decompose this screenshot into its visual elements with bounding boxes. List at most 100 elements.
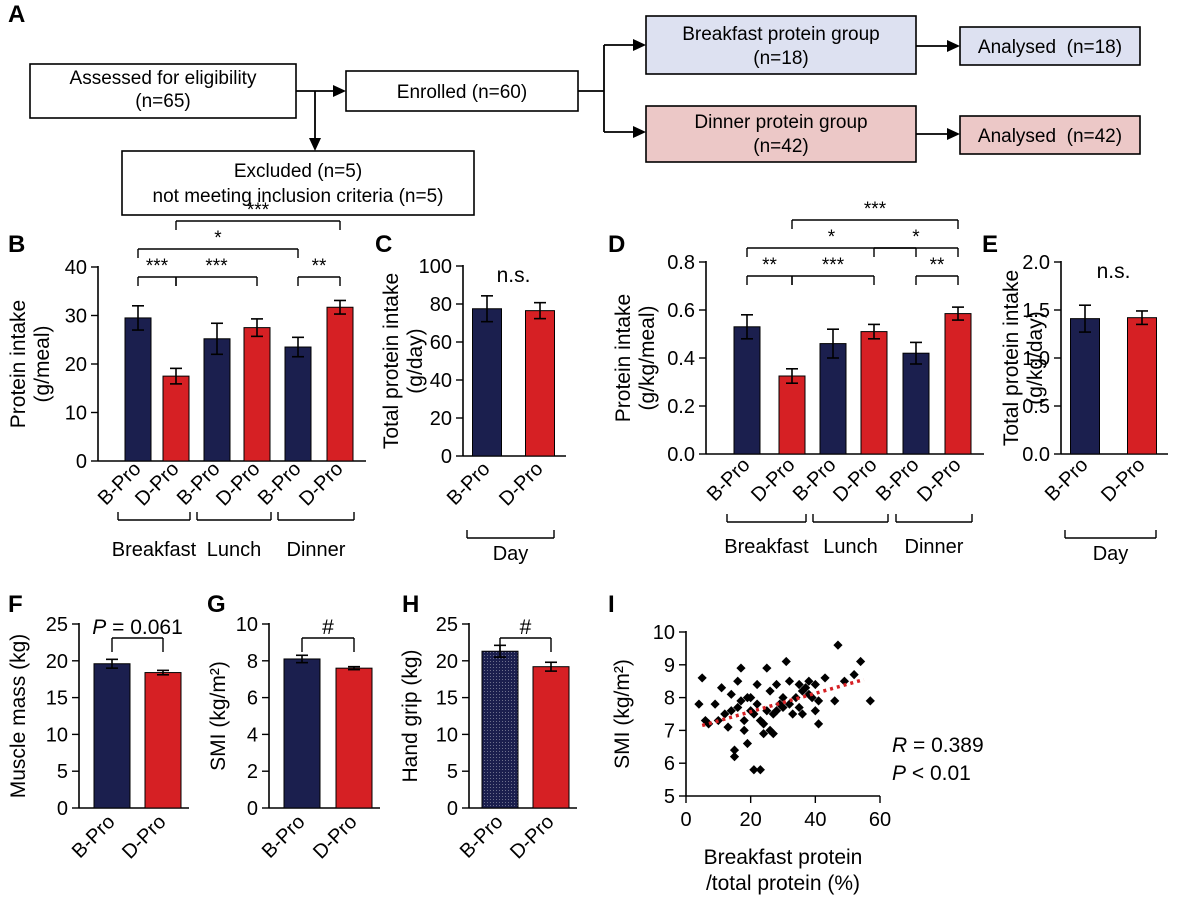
y-tick-label: 6 <box>664 753 675 775</box>
y-axis-label: Muscle mass (kg) <box>7 634 30 799</box>
scatter-point <box>759 719 769 729</box>
panel-label-e: E <box>982 231 998 258</box>
scatter-point <box>794 702 804 713</box>
bar-d-pro <box>860 331 888 455</box>
category-label: B-Pro <box>789 454 841 506</box>
arrowhead-enrolled <box>333 85 346 97</box>
y-tick-label: 25 <box>436 614 458 636</box>
bar-b-pro <box>124 317 152 462</box>
y-tick-label: 7 <box>664 720 675 742</box>
y-tick-label: 0.0 <box>667 444 695 466</box>
bar-d-pro <box>326 306 354 462</box>
scatter-point <box>742 738 753 749</box>
x-tick-label: 0 <box>680 809 691 831</box>
category-label: D-Pro <box>212 458 264 510</box>
scatter-point <box>801 683 811 693</box>
bar-b-pro <box>481 650 519 809</box>
assessed-line2: (n=65) <box>135 91 190 112</box>
scatter-point <box>768 709 778 719</box>
bar-d-pro <box>162 375 190 462</box>
scatter-point <box>771 679 782 690</box>
category-label: B-Pro <box>872 454 924 506</box>
scatter-point <box>788 709 798 719</box>
y-axis-label: Total protein intake <box>1000 270 1023 446</box>
scatter-point <box>804 689 814 699</box>
y-tick-label: 8 <box>247 651 258 673</box>
y-tick-label: 0.2 <box>667 396 695 418</box>
scatter-point <box>733 676 743 686</box>
scatter-point <box>723 722 733 732</box>
category-label: D-Pro <box>506 811 558 863</box>
trend-line <box>701 677 865 728</box>
bar-b-pro <box>819 343 847 455</box>
dinner-group-line2: (n=42) <box>753 136 808 157</box>
bar-d-pro <box>532 666 570 809</box>
scatter-point <box>794 679 804 690</box>
significance-label: *** <box>247 200 270 221</box>
y-tick-label: 10 <box>65 403 87 425</box>
category-label: D-Pro <box>495 458 547 510</box>
significance-label: ** <box>312 256 327 277</box>
category-label: D-Pro <box>118 811 170 863</box>
y-tick-label: 6 <box>247 688 258 710</box>
category-label: B-Pro <box>456 811 508 863</box>
category-label: B-Pro <box>173 458 225 510</box>
y-tick-label: 2.0 <box>1022 252 1050 274</box>
bar-b-pro <box>733 326 761 455</box>
y-tick-label: 0 <box>441 446 452 468</box>
analysed-dinner-box <box>959 115 1141 155</box>
y-tick-label: 40 <box>65 257 87 279</box>
assessed-box <box>29 63 297 119</box>
bar-b-pro <box>283 658 321 809</box>
scatter-point <box>797 709 807 719</box>
scatter-point <box>710 699 720 709</box>
y-tick-label: 20 <box>65 354 87 376</box>
bar-d-pro <box>525 310 555 457</box>
y-axis-label: SMI (kg/m²) <box>207 661 230 771</box>
r-annotation: R = 0.389 <box>892 734 984 757</box>
scatter-point <box>746 693 756 703</box>
y-tick-label: 1.0 <box>1022 348 1050 370</box>
y-tick-label: 10 <box>236 614 258 636</box>
y-axis-label: Protein intake <box>7 300 30 428</box>
y-axis-label: (g/kg/meal) <box>636 305 659 410</box>
panel-label-h: H <box>402 591 419 618</box>
scatter-point <box>739 715 749 726</box>
ns-annotation: n.s. <box>1097 260 1131 283</box>
significance-label: *** <box>146 256 169 277</box>
significance-label: * <box>214 228 222 249</box>
bar-d-pro <box>243 327 271 462</box>
category-label: D-Pro <box>829 454 881 506</box>
category-label: B-Pro <box>254 458 306 510</box>
y-tick-label: 0.5 <box>1022 396 1050 418</box>
x-axis-label: /total protein (%) <box>706 872 860 895</box>
y-tick-label: 0 <box>76 451 87 473</box>
scatter-point <box>784 699 795 709</box>
scatter-point <box>768 729 778 739</box>
group-label: Day <box>1093 543 1129 565</box>
significance-label: *** <box>822 255 845 276</box>
y-tick-label: 10 <box>46 724 68 746</box>
category-label: D-Pro <box>131 458 183 510</box>
y-tick-label: 0 <box>247 798 258 820</box>
chart-panel-d: 0.0 0.2 0.4 0.6 0.8 Protein intake (g/kg/meal)… <box>612 199 984 558</box>
y-axis-label: Protein intake <box>612 294 635 422</box>
scatter-point <box>720 709 730 719</box>
scatter-point <box>697 673 707 683</box>
scatter-point <box>865 696 875 706</box>
x-tick-label: 20 <box>740 809 762 831</box>
arrowhead-analysed-breakfast <box>947 40 960 52</box>
y-axis-label: SMI (kg/m²) <box>611 659 634 769</box>
scatter-point <box>775 699 785 709</box>
y-tick-label: 0.8 <box>667 252 695 274</box>
ns-annotation: n.s. <box>497 264 531 287</box>
y-axis-label: Total protein intake <box>380 273 403 449</box>
scatter-point <box>778 693 788 703</box>
significance-label: * <box>912 227 920 248</box>
panel-label-f: F <box>8 591 23 618</box>
p-annotation: P < 0.01 <box>892 762 971 785</box>
scatter-point <box>833 640 843 650</box>
significance-label: ** <box>930 255 945 276</box>
